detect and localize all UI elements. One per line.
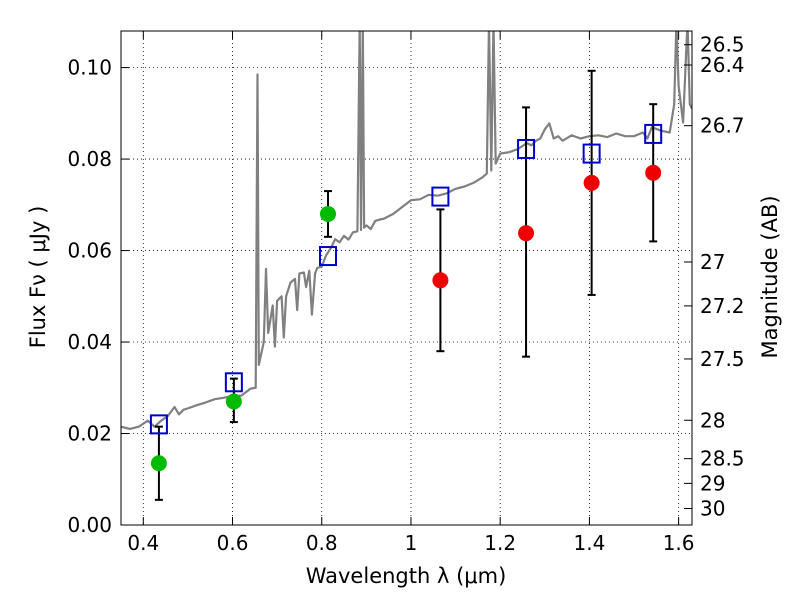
- y-tick-label: 0.02: [67, 422, 112, 446]
- x-tick-labels: 0.4 0.6 0.8 1 1.2 1.4 1.6: [127, 531, 694, 555]
- right-tick-label: 29: [700, 471, 725, 495]
- y-tick-label: 0.04: [67, 330, 112, 354]
- y-tick-label: 0.00: [67, 513, 112, 537]
- x-tick-label: 1.2: [484, 531, 516, 555]
- right-tick-label: 27: [700, 250, 725, 274]
- observed-point: [518, 225, 535, 242]
- y-tick-labels: 0.00 0.02 0.04 0.06 0.08 0.10: [67, 56, 112, 537]
- y-tick-label: 0.10: [67, 56, 112, 80]
- y-tick-label: 0.06: [67, 239, 112, 263]
- model-photometry-point: [431, 186, 450, 207]
- model-photometry-point: [644, 123, 663, 144]
- plot-area: [121, 31, 692, 501]
- right-tick-label: 26.5: [700, 33, 745, 57]
- x-axis-label: Wavelength λ (μm): [306, 564, 507, 588]
- observed-point: [225, 393, 242, 410]
- observed-point: [150, 455, 167, 472]
- model-photometry-series: [149, 123, 663, 435]
- spectrum-series: [121, 31, 692, 430]
- right-tick-label: 27.5: [700, 347, 745, 371]
- model-photometry-point: [224, 372, 243, 393]
- right-tick-label: 26.7: [700, 114, 745, 138]
- right-tick-label: 27.2: [700, 294, 745, 318]
- x-tick-label: 0.8: [306, 531, 338, 555]
- observed-point: [583, 174, 600, 191]
- model-photometry-point: [517, 139, 536, 160]
- observed-series: [150, 164, 662, 472]
- observed-point: [432, 272, 449, 289]
- x-tick-label: 1.6: [663, 531, 695, 555]
- right-tick-label: 26.4: [700, 53, 745, 77]
- right-tick-label: 30: [700, 497, 725, 521]
- x-tick-label: 1: [405, 531, 418, 555]
- y-tick-label: 0.08: [67, 147, 112, 171]
- spectrum-line: [121, 31, 692, 430]
- x-tick-label: 0.4: [127, 531, 159, 555]
- model-photometry-point: [149, 414, 168, 435]
- right-axis-label: Magnitude (AB): [758, 195, 782, 358]
- model-photometry-point: [582, 143, 601, 164]
- y-axis-label: Flux Fν ( μJy ): [26, 206, 50, 349]
- plot-frame: [120, 30, 693, 526]
- right-tick-label: 28.5: [700, 447, 745, 471]
- axis-ticks: [121, 31, 692, 526]
- x-tick-label: 0.6: [217, 531, 249, 555]
- model-photometry-point: [318, 246, 337, 267]
- right-tick-label: 28: [700, 408, 725, 432]
- observed-point: [645, 164, 662, 181]
- x-tick-label: 1.4: [573, 531, 605, 555]
- observed-point: [319, 205, 336, 222]
